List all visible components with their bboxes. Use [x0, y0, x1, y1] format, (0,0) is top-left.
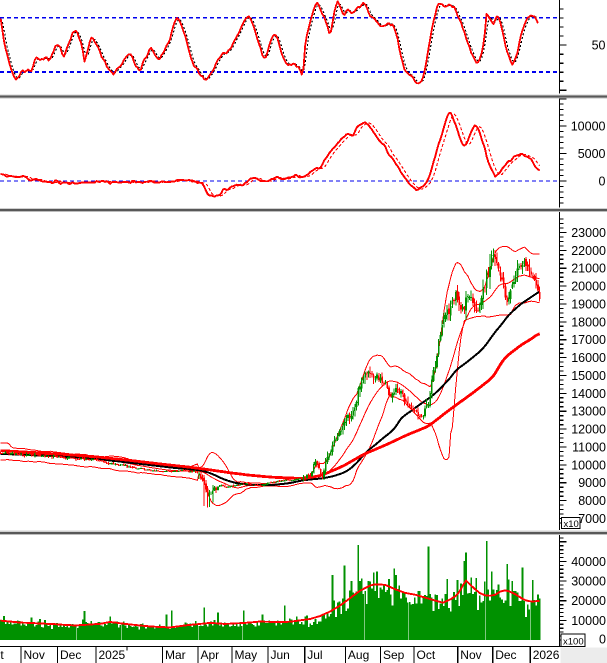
- svg-text:5000: 5000: [578, 147, 606, 161]
- svg-text:10000: 10000: [571, 120, 606, 134]
- svg-text:50: 50: [592, 39, 606, 53]
- svg-text:Dec: Dec: [495, 648, 516, 662]
- svg-text:Jun: Jun: [271, 648, 290, 662]
- svg-text:0: 0: [599, 633, 606, 647]
- svg-text:7000: 7000: [578, 512, 606, 526]
- svg-text:16000: 16000: [571, 351, 606, 365]
- svg-text:17000: 17000: [571, 333, 606, 347]
- svg-text:10000: 10000: [571, 458, 606, 472]
- svg-text:9000: 9000: [578, 476, 606, 490]
- svg-text:40000: 40000: [571, 555, 606, 569]
- svg-text:15000: 15000: [571, 369, 606, 383]
- svg-text:18000: 18000: [571, 315, 606, 329]
- svg-text:14000: 14000: [571, 387, 606, 401]
- svg-text:10000: 10000: [571, 614, 606, 628]
- svg-text:19000: 19000: [571, 298, 606, 312]
- svg-text:Nov: Nov: [24, 648, 45, 662]
- svg-text:20000: 20000: [571, 280, 606, 294]
- svg-text:Oct: Oct: [0, 648, 4, 662]
- svg-text:21000: 21000: [571, 262, 606, 276]
- svg-text:23000: 23000: [571, 226, 606, 240]
- svg-text:x100: x100: [563, 637, 584, 648]
- svg-text:Oct: Oct: [417, 648, 436, 662]
- svg-text:May: May: [235, 648, 258, 662]
- svg-text:20000: 20000: [571, 594, 606, 608]
- svg-text:Nov: Nov: [460, 648, 481, 662]
- svg-text:8000: 8000: [578, 494, 606, 508]
- svg-text:12000: 12000: [571, 423, 606, 437]
- svg-text:13000: 13000: [571, 405, 606, 419]
- svg-text:30000: 30000: [571, 575, 606, 589]
- svg-text:2025: 2025: [99, 648, 126, 662]
- svg-text:Aug: Aug: [348, 648, 369, 662]
- svg-text:11000: 11000: [572, 441, 606, 455]
- svg-text:Sep: Sep: [383, 648, 405, 662]
- svg-text:Mar: Mar: [165, 648, 186, 662]
- svg-text:0: 0: [599, 175, 606, 189]
- svg-text:x10: x10: [564, 519, 579, 530]
- svg-text:2026: 2026: [533, 648, 560, 662]
- svg-text:Dec: Dec: [60, 648, 81, 662]
- svg-text:Apr: Apr: [201, 648, 220, 662]
- svg-text:Jul: Jul: [307, 648, 322, 662]
- svg-text:22000: 22000: [571, 244, 606, 258]
